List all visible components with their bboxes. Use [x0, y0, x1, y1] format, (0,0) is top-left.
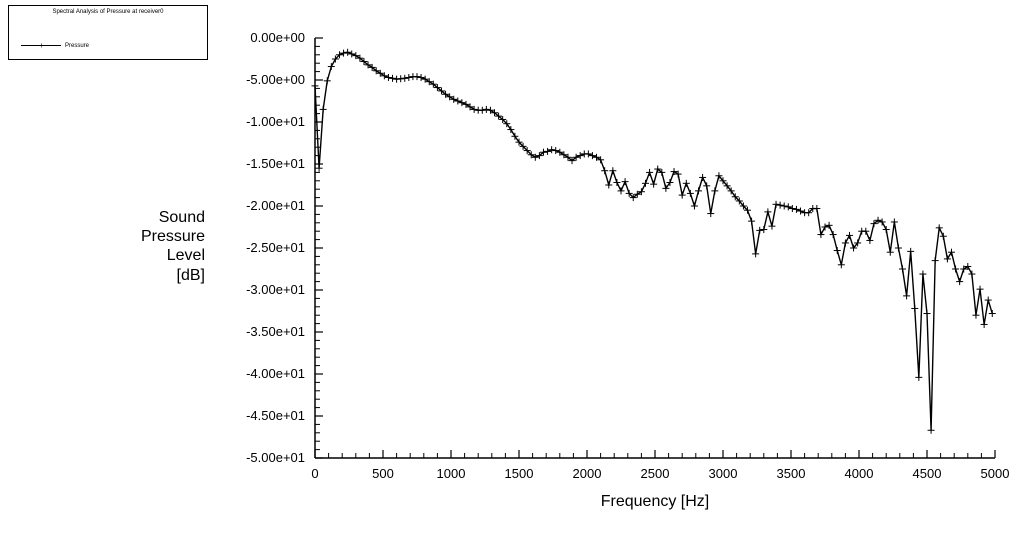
y-tick-label: -5.00e+00 — [225, 72, 305, 87]
y-tick-label: -4.00e+01 — [225, 366, 305, 381]
legend-box: Spectral Analysis of Pressure at receive… — [8, 5, 208, 60]
x-axis-label: Frequency [Hz] — [575, 493, 735, 511]
y-tick-label: -1.50e+01 — [225, 156, 305, 171]
chart-plot — [300, 23, 1010, 473]
legend-item-label: Pressure — [65, 43, 89, 49]
y-tick-label: -1.00e+01 — [225, 114, 305, 129]
y-tick-label: -3.50e+01 — [225, 324, 305, 339]
plus-icon: + — [39, 41, 44, 50]
legend-title: Spectral Analysis of Pressure at receive… — [9, 6, 207, 15]
legend-sample: + — [21, 41, 61, 51]
y-axis-label: SoundPressureLevel[dB] — [115, 208, 205, 285]
y-tick-label: -3.00e+01 — [225, 282, 305, 297]
y-tick-label: -5.00e+01 — [225, 450, 305, 465]
y-tick-label: -2.00e+01 — [225, 198, 305, 213]
legend-item: + Pressure — [21, 41, 89, 51]
y-tick-label: 0.00e+00 — [225, 30, 305, 45]
y-tick-label: -2.50e+01 — [225, 240, 305, 255]
y-tick-label: -4.50e+01 — [225, 408, 305, 423]
